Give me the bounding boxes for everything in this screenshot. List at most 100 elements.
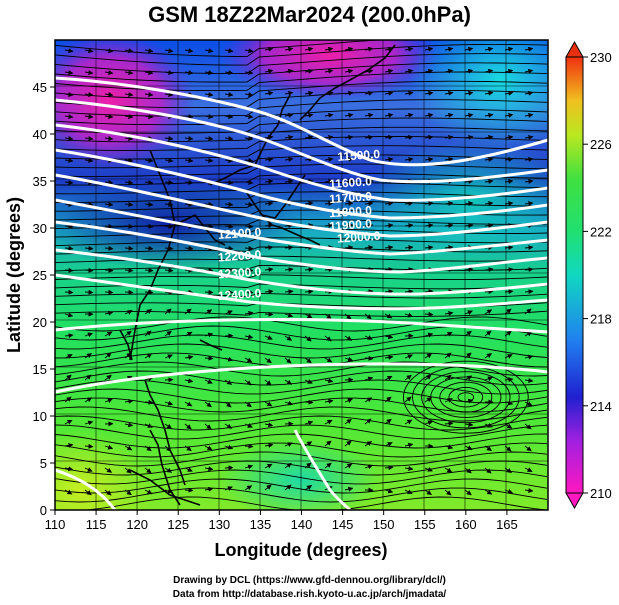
x-tick-label: 125 [167, 517, 189, 532]
wind-arrow [224, 136, 234, 141]
wind-arrow [484, 134, 494, 140]
wind-arrow [144, 157, 154, 163]
wind-arrow [144, 201, 154, 207]
wind-arrow [524, 179, 534, 184]
wind-arrow [424, 112, 434, 118]
wind-arrow [524, 354, 534, 360]
wind-arrow [424, 397, 432, 403]
wind-arrow [224, 114, 234, 119]
wind-arrow [244, 464, 254, 470]
streamline [55, 310, 548, 317]
wind-arrow [384, 442, 393, 447]
vortex-ring [439, 381, 493, 413]
streamline [55, 469, 548, 485]
wind-arrow [204, 289, 214, 295]
wind-arrow [404, 201, 414, 206]
wind-arrow [224, 201, 234, 207]
wind-arrow [304, 357, 312, 364]
wind-arrow [384, 134, 394, 140]
vortex-ring [448, 387, 484, 408]
wind-arrow [384, 201, 394, 206]
wind-arrow [64, 201, 74, 207]
wind-arrow [264, 442, 274, 448]
wind-arrow [304, 112, 314, 118]
wind-arrow [264, 311, 274, 317]
wind-arrow [344, 335, 353, 341]
wind-arrow [384, 488, 394, 494]
wind-arrow [304, 420, 314, 426]
wind-arrow [124, 467, 132, 474]
colorbar-gradient [565, 56, 584, 494]
wind-arrow [224, 310, 233, 315]
wind-arrow [184, 308, 192, 315]
wind-arrow [404, 489, 413, 495]
wind-arrow [304, 46, 314, 52]
wind-arrow [444, 68, 454, 74]
wind-arrow [224, 267, 234, 273]
wind-arrow [484, 467, 492, 474]
wind-arrow [484, 289, 494, 295]
colorbar-max-arrow [565, 40, 584, 58]
contour-label: 11600.0 [329, 174, 373, 191]
wind-arrow [324, 313, 332, 320]
wind-arrow [204, 92, 214, 97]
wind-arrow [164, 423, 173, 429]
wind-arrow [124, 289, 134, 295]
wind-arrow [464, 90, 474, 96]
wind-arrow [404, 354, 413, 359]
wind-arrow [64, 179, 74, 185]
wind-arrow [484, 330, 492, 337]
wind-arrow [384, 68, 394, 74]
wind-arrow [124, 157, 134, 163]
wind-arrow [304, 68, 314, 74]
wind-arrow [504, 90, 514, 96]
wind-arrow [324, 179, 334, 184]
wind-arrow [284, 46, 294, 52]
wind-arrow [184, 331, 193, 337]
wind-arrow [224, 92, 234, 97]
wind-arrow [484, 376, 493, 382]
wind-arrow [344, 486, 354, 492]
wind-arrow [524, 331, 533, 337]
wind-arrow [424, 353, 433, 359]
wind-arrow [424, 489, 432, 496]
wind-arrow [504, 377, 514, 383]
streamline [55, 415, 548, 431]
wind-arrow [404, 419, 413, 425]
wind-arrow [164, 70, 174, 76]
wind-arrow [524, 445, 532, 452]
wind-arrow [424, 332, 434, 338]
wind-arrow [64, 374, 72, 381]
wind-arrow [104, 223, 114, 229]
contour-label: 12000.0 [337, 229, 382, 246]
wind-arrow [224, 423, 233, 429]
x-tick-label: 150 [373, 517, 395, 532]
wind-arrow [324, 201, 334, 206]
wind-arrow [304, 267, 314, 273]
wind-arrow [84, 267, 94, 273]
wind-arrow [64, 419, 73, 425]
streamline [55, 451, 548, 467]
wind-arrow [524, 112, 534, 118]
wind-arrow [324, 398, 334, 404]
wind-arrow [504, 179, 514, 184]
wind-arrow [284, 357, 292, 364]
wind-arrow [344, 245, 354, 251]
wind-arrow [444, 352, 452, 359]
wind-arrow [264, 379, 272, 386]
wind-arrow [484, 201, 494, 206]
streamline [55, 293, 548, 299]
wind-arrow [324, 223, 334, 229]
wind-arrow [444, 331, 453, 337]
wind-arrow [264, 90, 274, 96]
wind-arrow [104, 267, 114, 273]
wind-arrow [344, 440, 352, 447]
wind-arrow [244, 443, 254, 449]
wind-arrow [104, 289, 114, 295]
wind-arrow [244, 334, 254, 340]
y-tick-label: 5 [40, 456, 47, 471]
wind-arrow [124, 223, 134, 229]
wind-arrow [384, 90, 394, 96]
streamline [55, 90, 548, 109]
wind-arrow [244, 379, 252, 386]
